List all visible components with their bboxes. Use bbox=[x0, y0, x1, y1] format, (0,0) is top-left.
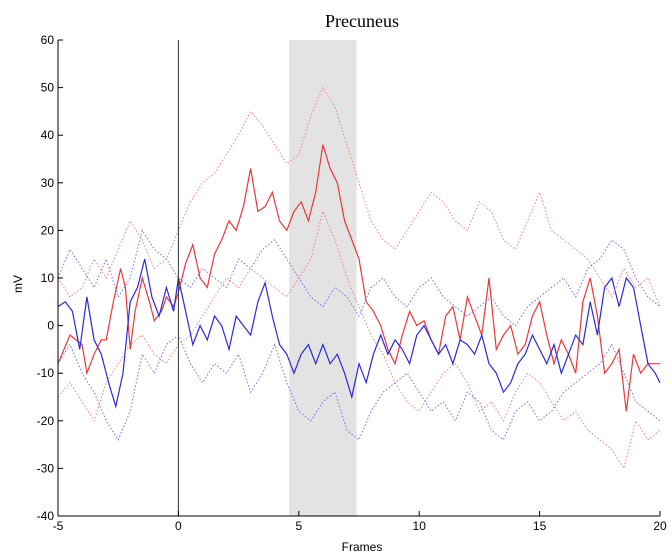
y-tick-label: 30 bbox=[41, 176, 55, 190]
y-tick-label: -20 bbox=[37, 414, 55, 428]
x-tick-label: 15 bbox=[533, 519, 547, 533]
y-tick-label: 50 bbox=[41, 81, 55, 95]
series-line-4 bbox=[57, 229, 661, 327]
series-line-3 bbox=[57, 209, 661, 470]
y-tick-label: -30 bbox=[37, 461, 55, 475]
y-tick-label: 10 bbox=[41, 271, 55, 285]
y-tick-label: -10 bbox=[37, 366, 55, 380]
x-tick-label: 10 bbox=[413, 519, 427, 533]
x-axis-label: Frames bbox=[342, 540, 383, 554]
x-tick-label: 20 bbox=[653, 519, 667, 533]
y-tick-label: -40 bbox=[37, 509, 55, 523]
x-tick-label: 5 bbox=[295, 519, 302, 533]
plot-area: -5 0 5 10 15 20 -40 -30 -20 -10 0 10 20 30 40 50 60 bbox=[37, 33, 667, 533]
series-line-5 bbox=[57, 334, 661, 441]
y-axis-label: mV bbox=[11, 275, 25, 293]
x-tick-label: -5 bbox=[53, 519, 64, 533]
y-tick-label: 60 bbox=[41, 33, 55, 47]
shaded-region bbox=[289, 40, 357, 516]
series-line-1 bbox=[57, 258, 661, 409]
x-tick-label: 0 bbox=[175, 519, 182, 533]
series-line-0 bbox=[57, 144, 660, 412]
y-tick-label: 0 bbox=[47, 319, 54, 333]
chart-title: Precuneus bbox=[325, 11, 399, 31]
y-tick-label: 40 bbox=[41, 128, 55, 142]
series-line-2 bbox=[57, 86, 661, 307]
y-tick-label: 20 bbox=[41, 223, 55, 237]
